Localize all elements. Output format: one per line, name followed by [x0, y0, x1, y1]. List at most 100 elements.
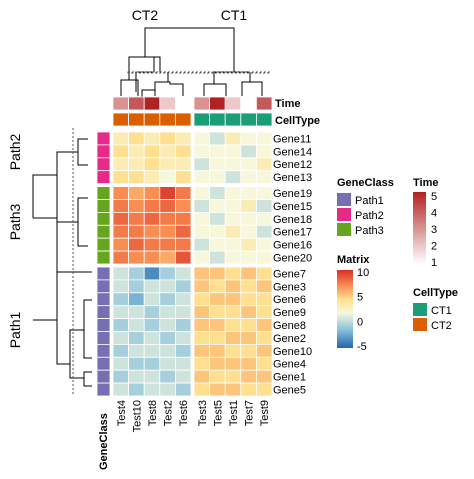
row-label: Gene18	[273, 214, 312, 226]
heatmap-cell	[174, 211, 192, 226]
heatmap-cell	[224, 211, 242, 226]
heatmap-cell	[193, 369, 211, 384]
heatmap-cell	[255, 144, 273, 159]
celltype-annotation-cell	[193, 112, 211, 127]
heatmap-cell	[209, 199, 226, 213]
heatmap-cell	[143, 131, 161, 146]
heatmap-cell	[255, 224, 273, 239]
heatmap-cell	[209, 170, 226, 184]
heatmap-cell	[240, 250, 257, 265]
heatmap-cell	[224, 382, 242, 397]
geneclass-annotation-cell	[96, 305, 111, 320]
geneclass-annotation-cell	[96, 211, 111, 226]
heatmap-cell	[128, 144, 145, 159]
heatmap-cell	[159, 266, 176, 281]
heatmap-cell	[174, 369, 192, 384]
legend-matrix-colorbar	[337, 270, 353, 348]
heatmap-cells	[112, 131, 273, 397]
heatmap-cell	[112, 305, 130, 320]
heatmap-cell	[209, 318, 226, 332]
heatmap-cell	[255, 343, 273, 358]
heatmap-cell	[143, 199, 161, 213]
geneclass-annotation-cell	[96, 318, 111, 332]
heatmap-cell	[240, 331, 257, 345]
column-label: Test8	[147, 400, 159, 426]
heatmap-cell	[209, 292, 226, 307]
heatmap-cell	[224, 305, 242, 320]
heatmap-cell	[193, 279, 211, 294]
heatmap-cell	[128, 369, 145, 384]
heatmap-cell	[209, 356, 226, 371]
row-cluster-label-path1: Path1	[7, 311, 23, 348]
heatmap-cell	[128, 250, 145, 265]
heatmap-cell	[224, 250, 242, 265]
heatmap-cell	[209, 211, 226, 226]
heatmap-cell	[143, 266, 161, 281]
legend-time-colorbar	[413, 192, 426, 264]
geneclass-annotation-cell	[96, 131, 111, 146]
heatmap-cell	[174, 305, 192, 320]
heatmap-cell	[159, 237, 176, 252]
time-annotation-cell	[159, 96, 176, 111]
time-annotation-cell	[128, 96, 145, 111]
heatmap-cell	[159, 279, 176, 294]
heatmap-cell	[159, 305, 176, 320]
heatmap-cell	[224, 199, 242, 213]
row-label: Gene7	[273, 268, 306, 280]
geneclass-annotation-cell	[96, 331, 111, 345]
heatmap-cell	[255, 199, 273, 213]
geneclass-annotation-cell	[96, 170, 111, 184]
heatmap-cell	[112, 266, 130, 281]
heatmap-cell	[255, 131, 273, 146]
heatmap-cell	[255, 305, 273, 320]
heatmap-cell	[143, 157, 161, 172]
heatmap-cell	[159, 144, 176, 159]
legend-geneclass-swatch	[337, 208, 351, 221]
column-cut-line	[127, 71, 271, 74]
heatmap-cell	[112, 186, 130, 200]
heatmap-cell	[128, 211, 145, 226]
geneclass-annotation-cell	[96, 356, 111, 371]
row-label: Gene13	[273, 172, 312, 184]
heatmap-cell	[209, 266, 226, 281]
heatmap-cell	[209, 331, 226, 345]
heatmap-cell	[143, 382, 161, 397]
heatmap-cell	[224, 331, 242, 345]
heatmap-cell	[240, 199, 257, 213]
geneclass-annotation-cell	[96, 186, 111, 200]
heatmap-cell	[240, 292, 257, 307]
heatmap-cell	[240, 369, 257, 384]
heatmap-cell	[224, 170, 242, 184]
column-label: Test5	[212, 400, 224, 426]
column-label: Test3	[197, 400, 209, 426]
heatmap-cell	[112, 382, 130, 397]
row-label: Gene3	[273, 281, 306, 293]
heatmap-cell	[112, 356, 130, 371]
heatmap-cell	[209, 369, 226, 384]
heatmap-cell	[159, 318, 176, 332]
heatmap-cell	[159, 369, 176, 384]
heatmap-cell	[143, 331, 161, 345]
time-annotation-cell	[193, 96, 211, 111]
heatmap-cell	[240, 131, 257, 146]
column-label: Test9	[259, 400, 271, 426]
heatmap-cell	[193, 131, 211, 146]
column-label: Test2	[163, 400, 175, 426]
heatmap-cell	[174, 318, 192, 332]
legend-time-tick: 2	[431, 241, 437, 253]
heatmap-cell	[174, 343, 192, 358]
legend-time-tick: 1	[431, 257, 437, 269]
heatmap-cell	[209, 224, 226, 239]
heatmap-cell	[174, 266, 192, 281]
heatmap-cell	[128, 343, 145, 358]
heatmap-cell	[143, 237, 161, 252]
row-label: Gene11	[273, 133, 311, 145]
column-labels: Test4 Test10 Test8 Test2 Test6 Test3 Test5 Test…	[116, 400, 271, 432]
heatmap-cell	[112, 237, 130, 252]
heatmap-cell	[143, 343, 161, 358]
row-label: Gene12	[273, 159, 312, 171]
row-label: Gene5	[273, 385, 306, 397]
legend-time-title: Time	[413, 177, 438, 189]
legend-time-tick: 5	[431, 191, 437, 203]
